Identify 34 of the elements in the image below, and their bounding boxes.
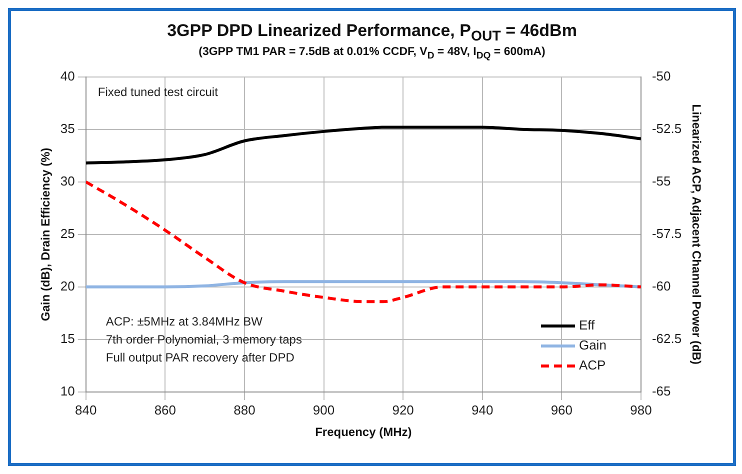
y2-axis-title: Linearized ACP, Adjacent Channel Power (dB) xyxy=(689,104,704,364)
legend-label: Eff xyxy=(578,317,596,332)
y2-tick-label: -60 xyxy=(652,278,671,294)
y2-tick-label: -55 xyxy=(652,173,671,188)
x-tick-label: 980 xyxy=(630,402,652,418)
annotation: Fixed tuned test circuit xyxy=(98,84,219,99)
y-tick-label: 40 xyxy=(60,68,75,84)
x-tick-label: 920 xyxy=(392,402,414,418)
annotation: Full output PAR recovery after DPD xyxy=(106,350,295,364)
y-tick-label: 30 xyxy=(60,173,75,188)
y-axis-title: Gain (dB), Drain Efficiency (%) xyxy=(38,147,53,321)
x-tick-label: 860 xyxy=(154,402,176,418)
annotation: ACP: ±5MHz at 3.84MHz BW xyxy=(106,314,264,328)
y2-tick-label: -57.5 xyxy=(652,226,682,241)
y-tick-label: 35 xyxy=(60,120,75,136)
x-tick-label: 900 xyxy=(312,402,335,418)
y-tick-label: 15 xyxy=(60,330,75,346)
x-tick-label: 880 xyxy=(234,402,256,418)
annotation: 7th order Polynomial, 3 memory taps xyxy=(106,332,302,346)
x-axis-title: Frequency (MHz) xyxy=(315,424,412,439)
legend-label: Gain xyxy=(578,337,606,352)
chart-title: 3GPP DPD Linearized Performance, P$_{OUT}$ = 46dBm xyxy=(166,21,578,44)
x-tick-label: 940 xyxy=(472,402,494,418)
y2-tick-label: -52.5 xyxy=(652,120,682,136)
y-tick-label: 20 xyxy=(60,278,75,294)
y-tick-label: 25 xyxy=(60,226,75,241)
y2-tick-label: -62.5 xyxy=(652,330,682,346)
chart-subtitle: (3GPP TM1 PAR = 7.5dB at 0.01% CCDF, V$_{D}$ = 48V, I$_{DQ}$ = 600mA) xyxy=(198,46,546,62)
x-tick-label: 840 xyxy=(75,402,97,418)
y2-tick-label: -50 xyxy=(652,68,671,84)
y2-tick-label: -65 xyxy=(652,383,671,398)
y-tick-label: 10 xyxy=(60,383,75,398)
x-tick-label: 960 xyxy=(550,402,573,418)
legend-label: ACP xyxy=(578,357,606,372)
